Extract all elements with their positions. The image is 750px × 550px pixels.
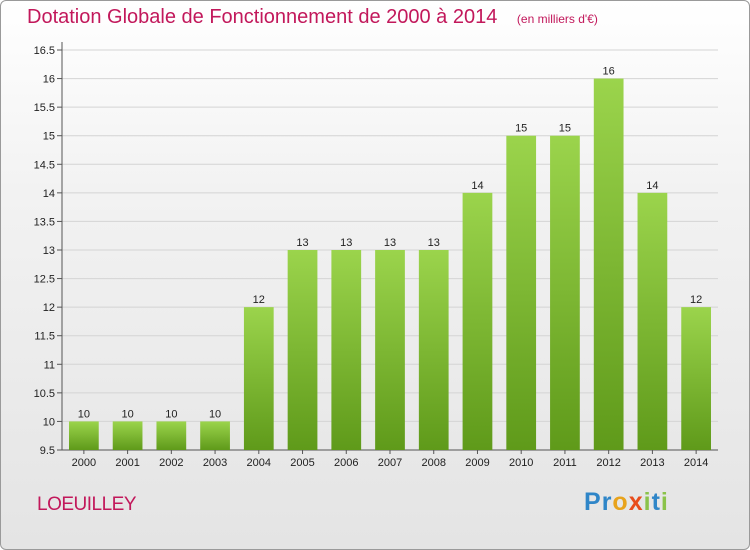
y-tick-label: 12.5 (34, 274, 55, 286)
logo-letter: r (601, 488, 613, 516)
x-tick-label: 2012 (596, 457, 620, 469)
logo-letter: o (612, 488, 629, 516)
x-tick-label: 2008 (421, 457, 445, 469)
y-tick-label: 9.5 (40, 445, 55, 457)
y-tick-label: 13 (43, 245, 55, 257)
chart-title-text: Dotation Globale de Fonctionnement de 20… (27, 6, 498, 28)
x-tick-label: 2007 (378, 457, 402, 469)
y-tick-label: 12 (43, 302, 55, 314)
bar-2000 (68, 421, 99, 450)
bar-value-label: 12 (253, 294, 265, 306)
bar-value-label: 10 (209, 408, 221, 420)
bar-value-label: 10 (165, 408, 177, 420)
bar-value-label: 15 (559, 123, 571, 135)
y-tick-label: 16 (43, 74, 55, 86)
proxiti-logo[interactable]: Proxiti (584, 488, 669, 517)
y-tick-label: 10 (43, 416, 55, 428)
y-tick-label: 11 (44, 359, 55, 371)
bar-value-label: 13 (384, 237, 396, 249)
x-tick-label: 2006 (334, 457, 358, 469)
y-tick-label: 10.5 (34, 388, 55, 400)
x-tick-label: 2010 (509, 457, 533, 469)
bar-value-label: 14 (646, 180, 658, 192)
labels: 9.5 10 10.5 11 11.5 12 12.5 13 13.5 14 14.5 15 15.5 1… (34, 45, 709, 469)
x-tick-label: 2001 (115, 457, 139, 469)
logo-letter: i (660, 488, 669, 516)
bar-value-label: 16 (603, 66, 615, 78)
bar-2009 (462, 192, 493, 450)
x-tick-label: 2005 (290, 457, 314, 469)
y-tick-label: 14 (43, 188, 55, 200)
x-tick-label: 2002 (159, 457, 183, 469)
bar-value-label: 15 (515, 123, 527, 135)
bars (68, 78, 712, 451)
y-tick-label: 16.5 (34, 45, 55, 57)
logo-letter: t (651, 488, 661, 516)
x-tick-label: 2013 (640, 457, 664, 469)
y-tick-label: 15.5 (34, 102, 55, 114)
bar-2004 (243, 307, 274, 450)
bar-2007 (375, 250, 405, 450)
bar-2006 (331, 250, 362, 450)
logo-letter: i (643, 488, 652, 516)
commune-name: LOEUILLEY (37, 494, 137, 515)
bar-2002 (156, 421, 187, 450)
bar-2013 (637, 192, 668, 450)
logo-letter: x (628, 488, 644, 516)
logo-letter: P (584, 488, 602, 516)
bar-value-label: 13 (428, 237, 440, 249)
chart-unit: (en milliers d'€) (516, 12, 598, 26)
bar-2011 (550, 135, 580, 450)
bar-value-label: 13 (340, 237, 352, 249)
x-tick-label: 2009 (465, 457, 489, 469)
bar-2010 (506, 135, 537, 450)
bar-value-label: 12 (690, 294, 702, 306)
bar-value-label: 10 (121, 408, 133, 420)
bar-2012 (593, 78, 624, 451)
bar-value-label: 14 (471, 180, 483, 192)
y-tick-label: 13.5 (34, 216, 55, 228)
bar-2001 (112, 421, 143, 450)
x-tick-label: 2011 (553, 457, 577, 469)
x-tick-label: 2004 (247, 457, 271, 469)
chart-title: Dotation Globale de Fonctionnement de 20… (27, 6, 598, 29)
y-tick-label: 15 (43, 131, 55, 143)
x-tick-label: 2003 (203, 457, 227, 469)
y-tick-label: 11.5 (34, 331, 55, 343)
bar-2005 (287, 250, 318, 450)
bar-value-label: 10 (78, 408, 90, 420)
y-tick-label: 14.5 (34, 159, 55, 171)
x-tick-label: 2000 (72, 457, 96, 469)
bar-value-label: 13 (296, 237, 308, 249)
bar-2008 (418, 250, 449, 450)
bar-2014 (681, 307, 712, 450)
x-tick-label: 2014 (684, 457, 708, 469)
bar-2003 (200, 421, 230, 450)
